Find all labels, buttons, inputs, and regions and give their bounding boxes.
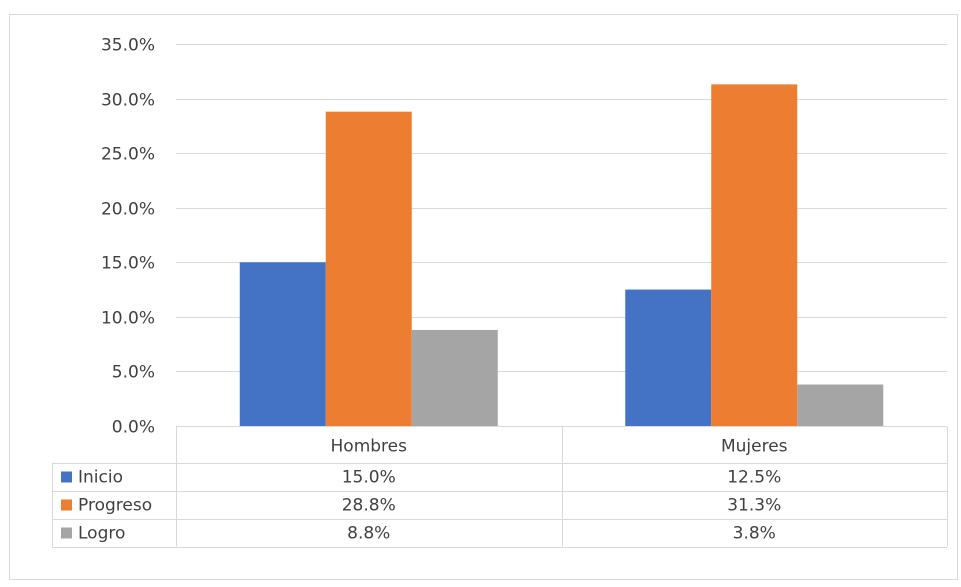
legend-key-inicio	[61, 471, 72, 483]
y-tick-label: 20.0%	[101, 200, 155, 220]
y-tick-label: 35.0%	[101, 36, 155, 56]
bar-logro-hombres	[411, 329, 498, 426]
y-tick-label: 10.0%	[101, 309, 155, 329]
category-label: Hombres	[331, 437, 408, 457]
data-label: 3.8%	[733, 524, 776, 544]
bar-logro-mujeres	[797, 384, 884, 426]
y-tick-label: 5.0%	[112, 363, 155, 383]
data-label: 31.3%	[727, 496, 781, 516]
series-label: Inicio	[78, 468, 123, 488]
series-label: Progreso	[78, 496, 152, 516]
category-label: Mujeres	[721, 437, 788, 457]
data-label: 8.8%	[347, 524, 390, 544]
y-tick-label: 15.0%	[101, 254, 155, 274]
bar-progreso-mujeres	[711, 84, 798, 426]
legend-key-progreso	[61, 499, 72, 511]
chart-border	[9, 14, 958, 580]
bar-inicio-mujeres	[625, 289, 712, 426]
data-label: 12.5%	[727, 468, 781, 488]
bar-inicio-hombres	[239, 262, 326, 426]
bar-progreso-hombres	[325, 111, 412, 426]
y-tick-label: 0.0%	[112, 418, 155, 438]
y-tick-label: 25.0%	[101, 145, 155, 165]
legend-key-logro	[61, 527, 72, 539]
series-label: Logro	[78, 524, 125, 544]
data-label: 28.8%	[342, 496, 396, 516]
y-tick-label: 30.0%	[101, 91, 155, 111]
data-label: 15.0%	[342, 468, 396, 488]
